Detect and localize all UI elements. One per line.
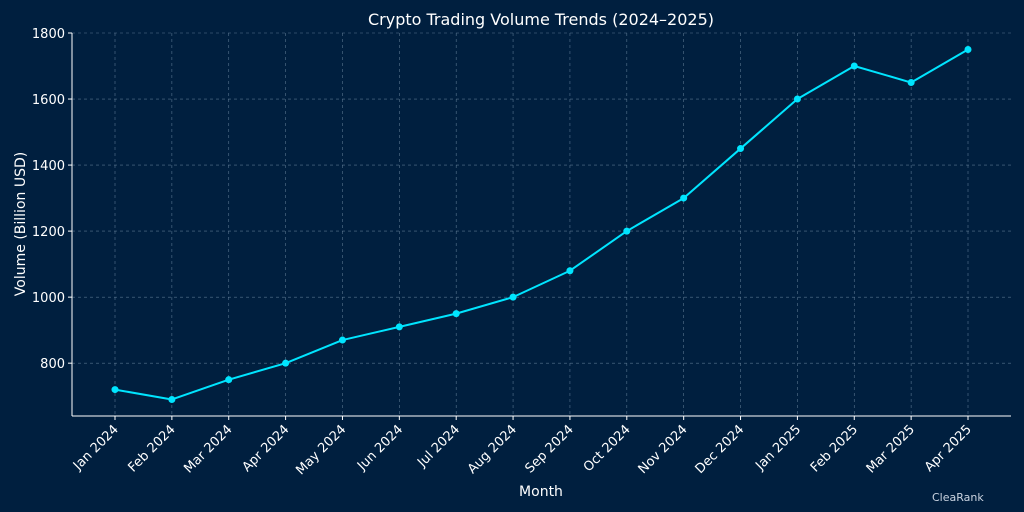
y-tick-label: 1800	[32, 27, 65, 42]
series-group	[111, 46, 972, 403]
x-tick-label: Mar 2025	[864, 422, 918, 476]
x-tick-label: Jul 2024	[414, 422, 463, 471]
y-tick-label: 1000	[32, 291, 65, 306]
x-tick-label: Jan 2025	[752, 422, 804, 474]
x-tick-label: Jun 2024	[354, 422, 406, 474]
series-line	[114, 48, 969, 401]
data-point	[566, 267, 574, 275]
x-tick-label: May 2024	[293, 422, 349, 478]
x-axis-ticks: Jan 2024 Feb 2024 Mar 2024 Apr 2024 May 2024…	[70, 416, 975, 478]
y-axis-ticks: 800 1000 1200 1400 1600 1800	[32, 27, 72, 372]
y-tick-label: 1600	[32, 93, 65, 108]
chart-title: Crypto Trading Volume Trends (2024–2025)	[368, 10, 714, 29]
x-tick-label: Apr 2024	[240, 422, 293, 475]
x-tick-label: Feb 2024	[125, 422, 178, 475]
x-tick-label: Sep 2024	[523, 422, 577, 476]
x-tick-label: Apr 2025	[922, 422, 975, 475]
data-point	[509, 293, 517, 301]
x-tick-label: Jan 2024	[70, 422, 122, 474]
y-tick-label: 800	[40, 357, 65, 372]
data-point	[338, 336, 346, 344]
data-point	[225, 376, 233, 384]
axes	[71, 33, 1011, 417]
x-tick-label: Nov 2024	[636, 422, 691, 477]
data-point	[168, 395, 176, 403]
x-tick-label: Oct 2024	[581, 422, 634, 475]
grid-lines	[72, 32, 1011, 416]
x-tick-label: Dec 2024	[693, 422, 748, 477]
data-point	[737, 145, 745, 153]
x-tick-label: Aug 2024	[465, 422, 520, 477]
x-tick-label: Mar 2024	[181, 422, 235, 476]
y-tick-label: 1400	[32, 159, 65, 174]
data-point	[680, 194, 688, 202]
watermark-text: CleaRank	[932, 491, 984, 504]
data-point	[623, 227, 631, 235]
data-point	[111, 386, 119, 394]
x-tick-label: Feb 2025	[808, 422, 861, 475]
data-point	[282, 359, 290, 367]
y-axis-label: Volume (Billion USD)	[13, 152, 29, 296]
data-point	[793, 95, 801, 103]
x-axis-label: Month	[519, 484, 563, 500]
data-point	[452, 310, 460, 318]
y-tick-label: 1200	[32, 225, 65, 240]
data-point	[850, 62, 858, 70]
data-point	[964, 46, 972, 54]
data-point	[395, 323, 403, 331]
data-point	[907, 79, 915, 87]
